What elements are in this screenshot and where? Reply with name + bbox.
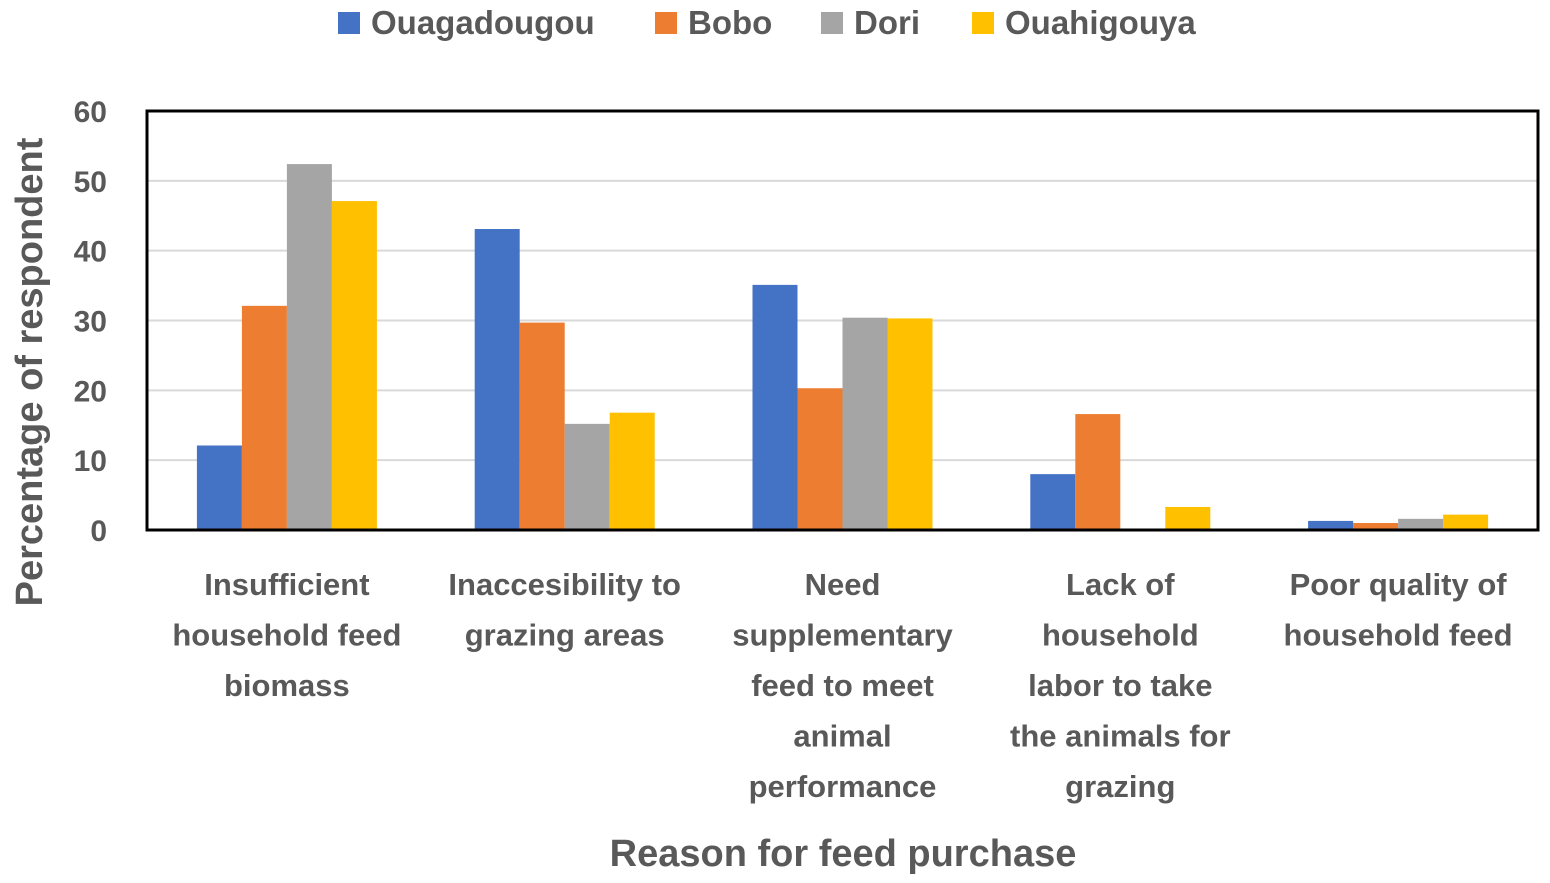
category-label-line: Insufficient bbox=[204, 567, 369, 602]
legend-swatch-ouahigouya bbox=[972, 12, 994, 34]
category-label-line: biomass bbox=[224, 668, 350, 703]
category-label-line: feed to meet bbox=[751, 668, 934, 703]
bar-dori-1 bbox=[564, 423, 610, 530]
y-tick-label: 10 bbox=[74, 445, 107, 478]
legend-swatch-ouagadougou bbox=[338, 12, 360, 34]
plot-frame bbox=[145, 109, 1540, 532]
category-label-line: animal bbox=[793, 719, 891, 754]
bar-dori-2 bbox=[842, 317, 888, 530]
category-label-line: Need bbox=[805, 567, 881, 602]
legend-label-ouahigouya: Ouahigouya bbox=[1005, 4, 1196, 41]
bar-ouagadougou-2 bbox=[752, 284, 798, 530]
y-axis-title: Percentage of respondent bbox=[9, 137, 51, 606]
category-label-line: household feed bbox=[1284, 618, 1513, 653]
bar-ouahigouya-2 bbox=[887, 318, 933, 530]
bar-bobo-2 bbox=[797, 388, 843, 530]
category-label-line: grazing bbox=[1065, 769, 1175, 804]
y-tick-label: 0 bbox=[90, 515, 107, 548]
category-label-line: performance bbox=[749, 769, 937, 804]
category-label-line: household bbox=[1042, 618, 1199, 653]
bars bbox=[196, 164, 1489, 531]
bar-bobo-4 bbox=[1353, 523, 1399, 530]
legend-label-ouagadougou: Ouagadougou bbox=[371, 4, 595, 41]
legend: Ouagadougou Bobo Dori Ouahigouya bbox=[338, 4, 1196, 41]
category-labels: Insufficient household feed biomass Inacces… bbox=[172, 567, 1512, 804]
x-axis-title: Reason for feed purchase bbox=[610, 833, 1077, 875]
category-label-line: labor to take bbox=[1028, 668, 1212, 703]
legend-swatch-dori bbox=[821, 12, 843, 34]
bar-ouagadougou-4 bbox=[1308, 520, 1354, 530]
category-label-line: Poor quality of bbox=[1290, 567, 1508, 602]
bar-dori-0 bbox=[286, 164, 332, 530]
legend-label-dori: Dori bbox=[854, 4, 920, 41]
legend-swatch-bobo bbox=[655, 12, 677, 34]
bar-ouagadougou-0 bbox=[196, 445, 242, 530]
bar-dori-4 bbox=[1398, 518, 1444, 530]
bar-ouahigouya-3 bbox=[1165, 506, 1211, 530]
y-tick-label: 20 bbox=[74, 375, 107, 408]
bar-bobo-3 bbox=[1075, 414, 1121, 530]
y-tick-label: 30 bbox=[74, 306, 107, 339]
bar-ouahigouya-4 bbox=[1443, 514, 1489, 530]
bar-ouahigouya-0 bbox=[331, 201, 377, 530]
bar-ouahigouya-1 bbox=[609, 412, 655, 530]
category-label-line: household feed bbox=[172, 618, 401, 653]
y-tick-label: 50 bbox=[74, 166, 107, 199]
category-label-line: the animals for bbox=[1010, 719, 1231, 754]
bar-ouagadougou-3 bbox=[1030, 474, 1076, 530]
category-label-line: grazing areas bbox=[465, 618, 665, 653]
legend-label-bobo: Bobo bbox=[688, 4, 772, 41]
category-label-line: supplementary bbox=[732, 618, 953, 653]
y-tick-label: 40 bbox=[74, 236, 107, 269]
bar-bobo-0 bbox=[241, 305, 287, 530]
y-tick-label: 60 bbox=[74, 96, 107, 129]
category-label-line: Inaccesibility to bbox=[448, 567, 681, 602]
bar-bobo-1 bbox=[519, 322, 565, 530]
category-label-line: Lack of bbox=[1066, 567, 1175, 602]
y-tick-labels: 0 10 20 30 40 50 60 bbox=[74, 96, 107, 548]
bar-ouagadougou-1 bbox=[474, 229, 520, 531]
